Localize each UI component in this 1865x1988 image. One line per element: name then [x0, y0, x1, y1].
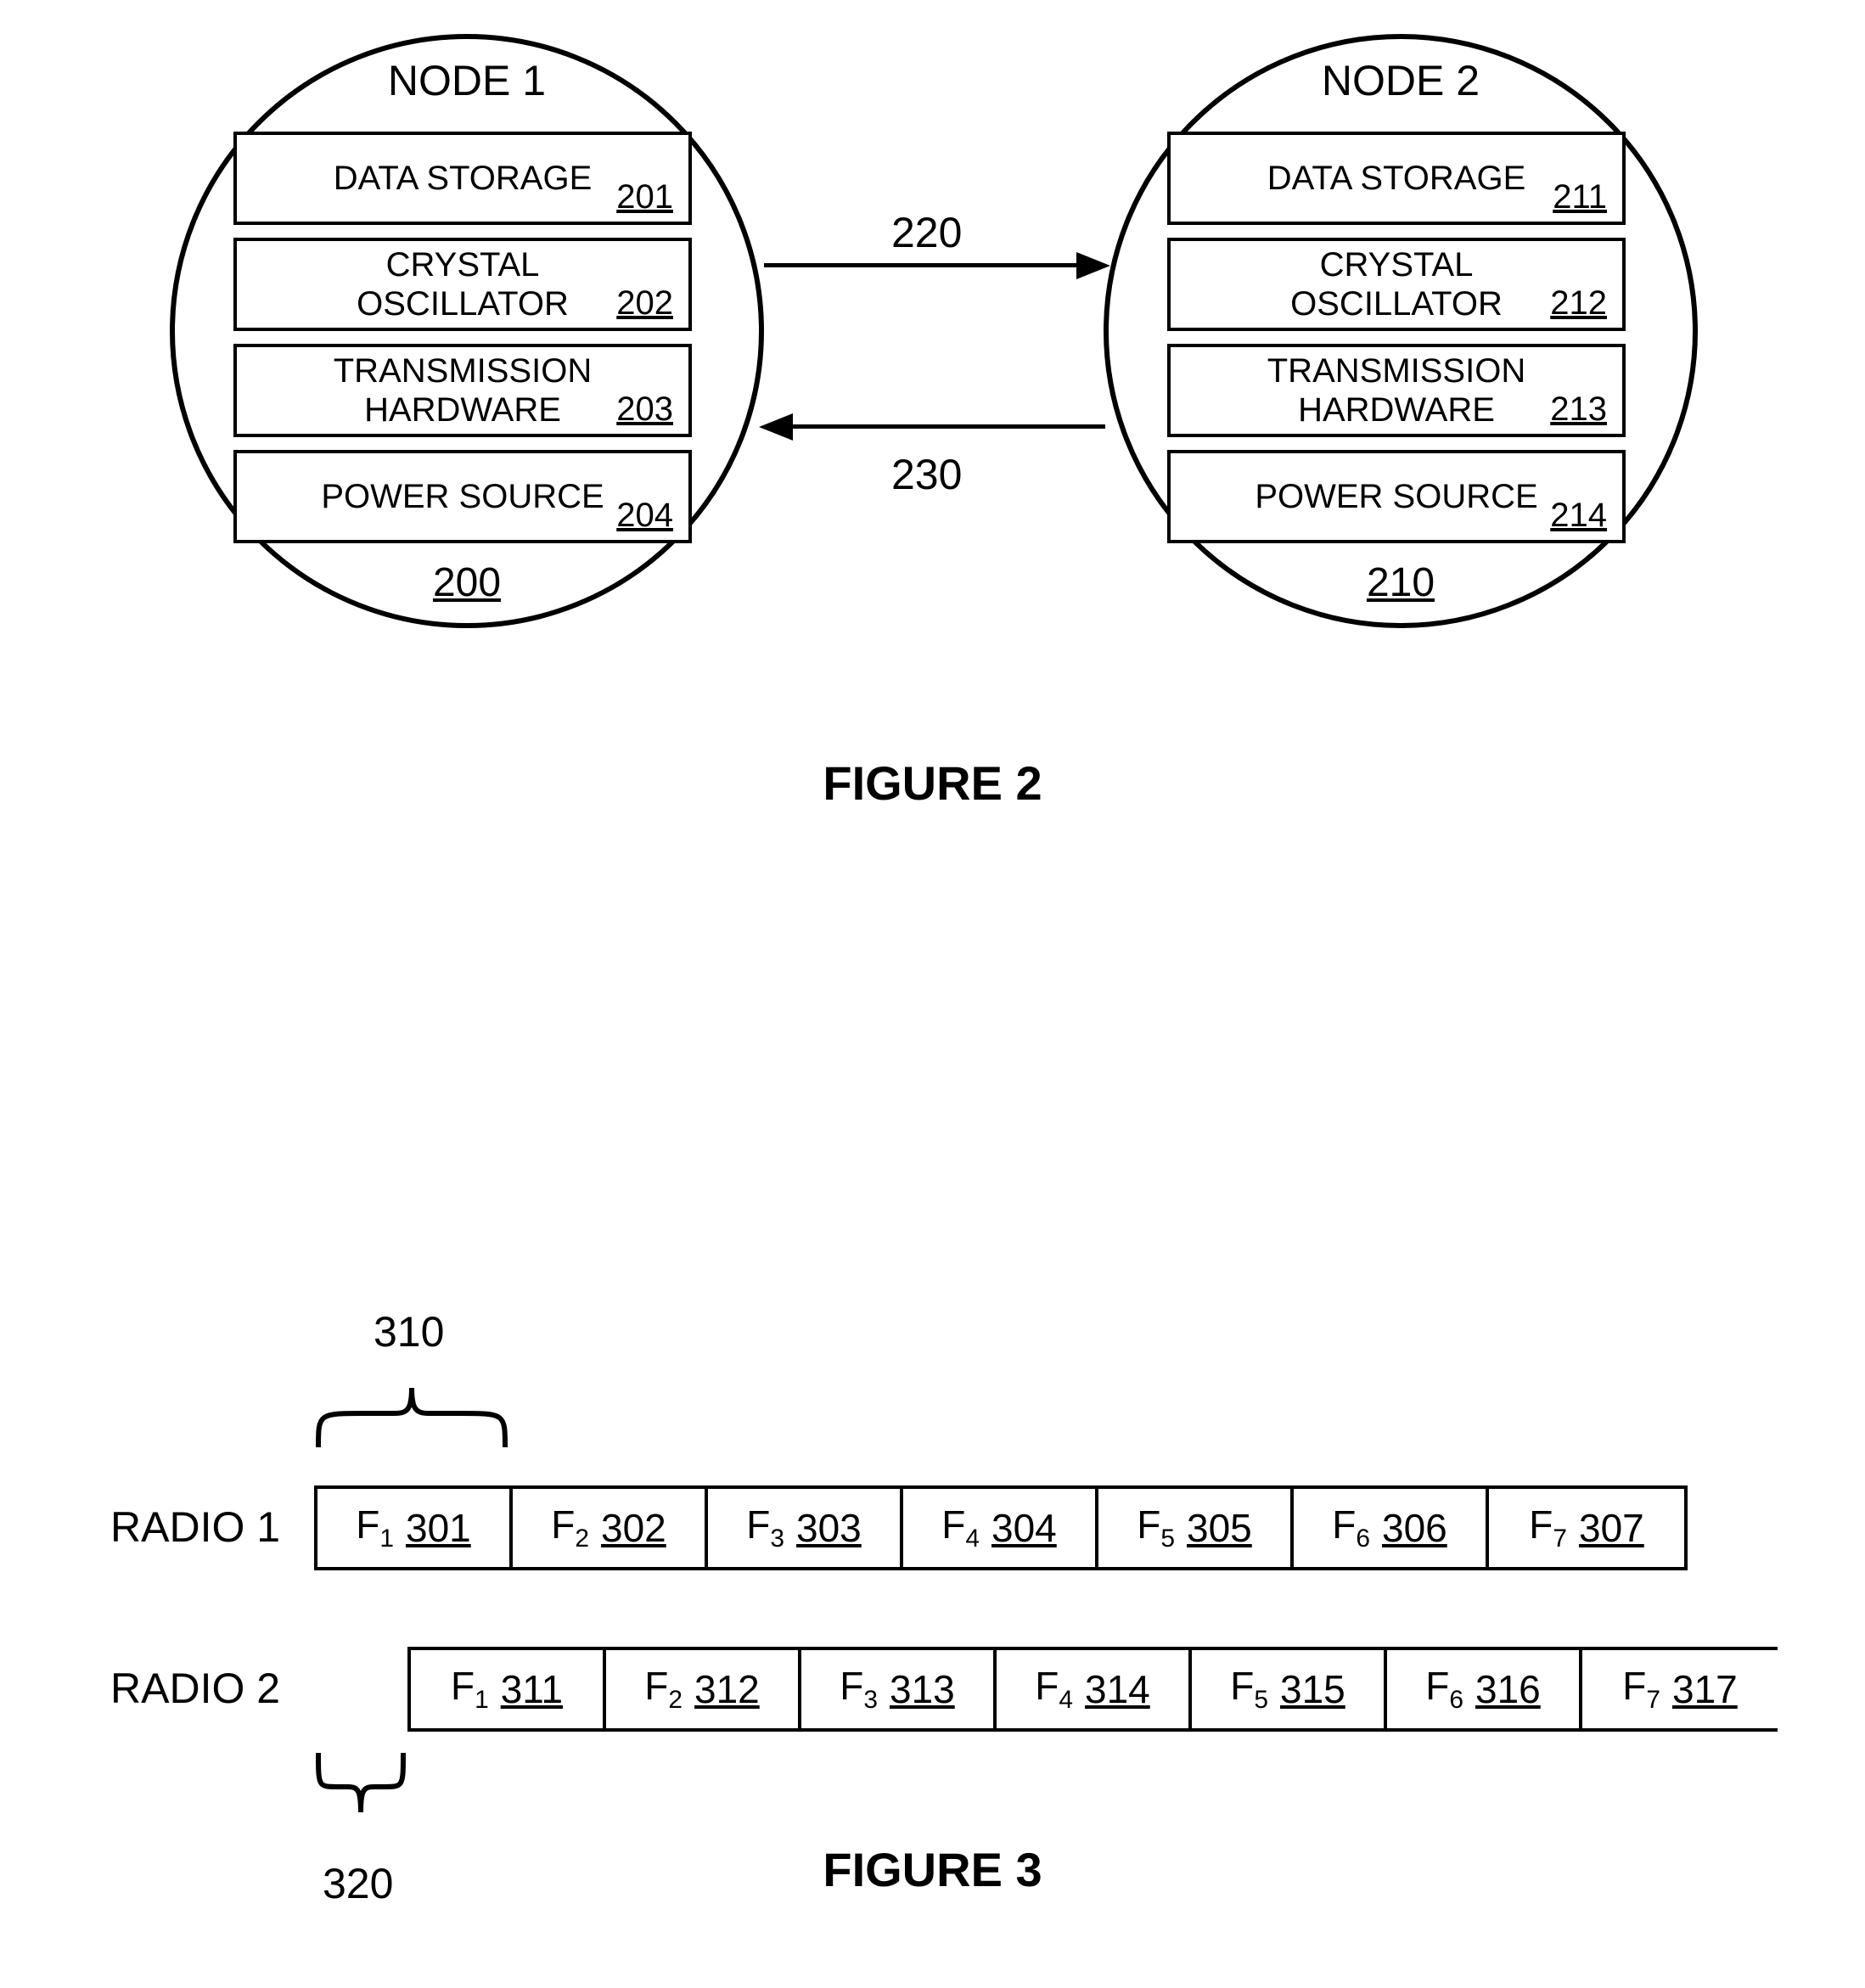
node1-power-source-ref: 204 — [616, 496, 673, 535]
node2-power-source-box: POWER SOURCE 214 — [1167, 450, 1626, 543]
node2-crystal-oscillator-box: CRYSTAL OSCILLATOR 212 — [1167, 238, 1626, 331]
radio1-cell-1: F1 301 — [317, 1489, 513, 1567]
radio1-cell-7: F7 307 — [1489, 1489, 1684, 1567]
radio2-cell-6: F6 316 — [1387, 1650, 1582, 1728]
radio2-cell-3-ref: 313 — [890, 1666, 955, 1712]
radio1-cell-4-f: F4 — [941, 1502, 980, 1553]
radio2-cell-4-ref: 314 — [1085, 1666, 1150, 1712]
radio2-cell-2: F2 312 — [606, 1650, 801, 1728]
node2-crystal-oscillator-label: CRYSTAL OSCILLATOR — [1182, 245, 1610, 323]
radio1-cell-7-f: F7 — [1529, 1502, 1567, 1553]
radio1-cell-5-f: F5 — [1137, 1502, 1175, 1553]
brace-310-icon — [314, 1367, 509, 1452]
figure-3: 310 RADIO 1 F1 301 F2 302 F3 303 F4 304 — [0, 1188, 1865, 1952]
radio2-cell-2-ref: 312 — [694, 1666, 760, 1712]
node-1-ref: 200 — [175, 559, 759, 606]
radio2-cell-7-f: F7 — [1622, 1663, 1660, 1715]
radio1-cell-6-f: F6 — [1332, 1502, 1370, 1553]
node2-data-storage-label: DATA STORAGE — [1182, 159, 1610, 198]
radio2-cell-4-f: F4 — [1035, 1663, 1073, 1715]
radio1-cell-2: F2 302 — [513, 1489, 708, 1567]
radio2-cell-7: F7 317 — [1582, 1650, 1778, 1728]
node1-data-storage-label: DATA STORAGE — [249, 159, 677, 198]
node1-data-storage-ref: 201 — [616, 177, 673, 216]
node1-data-storage-box: DATA STORAGE 201 — [233, 132, 692, 225]
arrow-230-label: 230 — [891, 450, 962, 499]
node1-crystal-oscillator-ref: 202 — [616, 284, 673, 323]
radio2-cell-1: F1 311 — [411, 1650, 606, 1728]
radio1-cell-6: F6 306 — [1294, 1489, 1489, 1567]
node2-power-source-ref: 214 — [1550, 496, 1607, 535]
brace-320-icon — [314, 1749, 407, 1834]
brace-310-label: 310 — [374, 1307, 444, 1356]
arrow-220-line — [764, 263, 1078, 267]
radio2-cell-7-ref: 317 — [1672, 1666, 1738, 1712]
node1-crystal-oscillator-label: CRYSTAL OSCILLATOR — [249, 245, 677, 323]
radio2-cell-5-f: F5 — [1230, 1663, 1268, 1715]
node2-data-storage-box: DATA STORAGE 211 — [1167, 132, 1626, 225]
radio1-cell-4: F4 304 — [903, 1489, 1098, 1567]
node-1-title: NODE 1 — [175, 56, 759, 105]
node1-transmission-hardware-label: TRANSMISSION HARDWARE — [249, 351, 677, 430]
radio-2-label: RADIO 2 — [110, 1664, 280, 1713]
radio1-cell-3-ref: 303 — [796, 1505, 862, 1551]
arrow-220-head-icon — [1076, 252, 1110, 279]
radio2-cell-4: F4 314 — [997, 1650, 1192, 1728]
radio2-cell-1-f: F1 — [451, 1663, 489, 1715]
radio2-cell-2-f: F2 — [644, 1663, 683, 1715]
arrow-230-line — [791, 424, 1105, 429]
arrow-220-label: 220 — [891, 208, 962, 257]
radio2-cell-6-ref: 316 — [1475, 1666, 1541, 1712]
radio-2-row: F1 311 F2 312 F3 313 F4 314 F5 315 F6 31… — [407, 1647, 1778, 1732]
radio2-cell-6-f: F6 — [1425, 1663, 1463, 1715]
radio1-cell-5: F5 305 — [1098, 1489, 1294, 1567]
figure-3-caption: FIGURE 3 — [0, 1842, 1865, 1897]
radio-1-label: RADIO 1 — [110, 1502, 280, 1552]
radio2-cell-1-ref: 311 — [501, 1666, 563, 1712]
radio1-cell-7-ref: 307 — [1579, 1505, 1644, 1551]
radio1-cell-3-f: F3 — [746, 1502, 784, 1553]
radio1-cell-1-f: F1 — [356, 1502, 394, 1553]
node-2-title: NODE 2 — [1109, 56, 1693, 105]
radio1-cell-1-ref: 301 — [406, 1505, 471, 1551]
radio1-cell-3: F3 303 — [708, 1489, 903, 1567]
figure-2-caption: FIGURE 2 — [0, 755, 1865, 811]
node2-transmission-hardware-ref: 213 — [1550, 390, 1607, 429]
node1-power-source-box: POWER SOURCE 204 — [233, 450, 692, 543]
radio1-cell-5-ref: 305 — [1187, 1505, 1252, 1551]
node-2-ref: 210 — [1109, 559, 1693, 606]
node2-transmission-hardware-box: TRANSMISSION HARDWARE 213 — [1167, 344, 1626, 437]
radio2-cell-5: F5 315 — [1192, 1650, 1387, 1728]
node2-data-storage-ref: 211 — [1553, 177, 1607, 216]
radio1-cell-6-ref: 306 — [1382, 1505, 1447, 1551]
radio-1-row: F1 301 F2 302 F3 303 F4 304 F5 305 F6 30… — [314, 1485, 1688, 1570]
node1-power-source-label: POWER SOURCE — [249, 477, 677, 516]
node1-transmission-hardware-box: TRANSMISSION HARDWARE 203 — [233, 344, 692, 437]
radio2-cell-3: F3 313 — [801, 1650, 997, 1728]
node2-power-source-label: POWER SOURCE — [1182, 477, 1610, 516]
page: NODE 1 200 DATA STORAGE 201 CRYSTAL OSCI… — [0, 0, 1865, 1988]
radio1-cell-4-ref: 304 — [991, 1505, 1057, 1551]
radio1-cell-2-ref: 302 — [601, 1505, 666, 1551]
radio2-cell-3-f: F3 — [840, 1663, 878, 1715]
arrow-230-head-icon — [759, 413, 793, 441]
node2-crystal-oscillator-ref: 212 — [1550, 284, 1607, 323]
figure-2: NODE 1 200 DATA STORAGE 201 CRYSTAL OSCI… — [0, 0, 1865, 883]
radio1-cell-2-f: F2 — [551, 1502, 589, 1553]
node2-transmission-hardware-label: TRANSMISSION HARDWARE — [1182, 351, 1610, 430]
node1-crystal-oscillator-box: CRYSTAL OSCILLATOR 202 — [233, 238, 692, 331]
node1-transmission-hardware-ref: 203 — [616, 390, 673, 429]
radio2-cell-5-ref: 315 — [1280, 1666, 1345, 1712]
